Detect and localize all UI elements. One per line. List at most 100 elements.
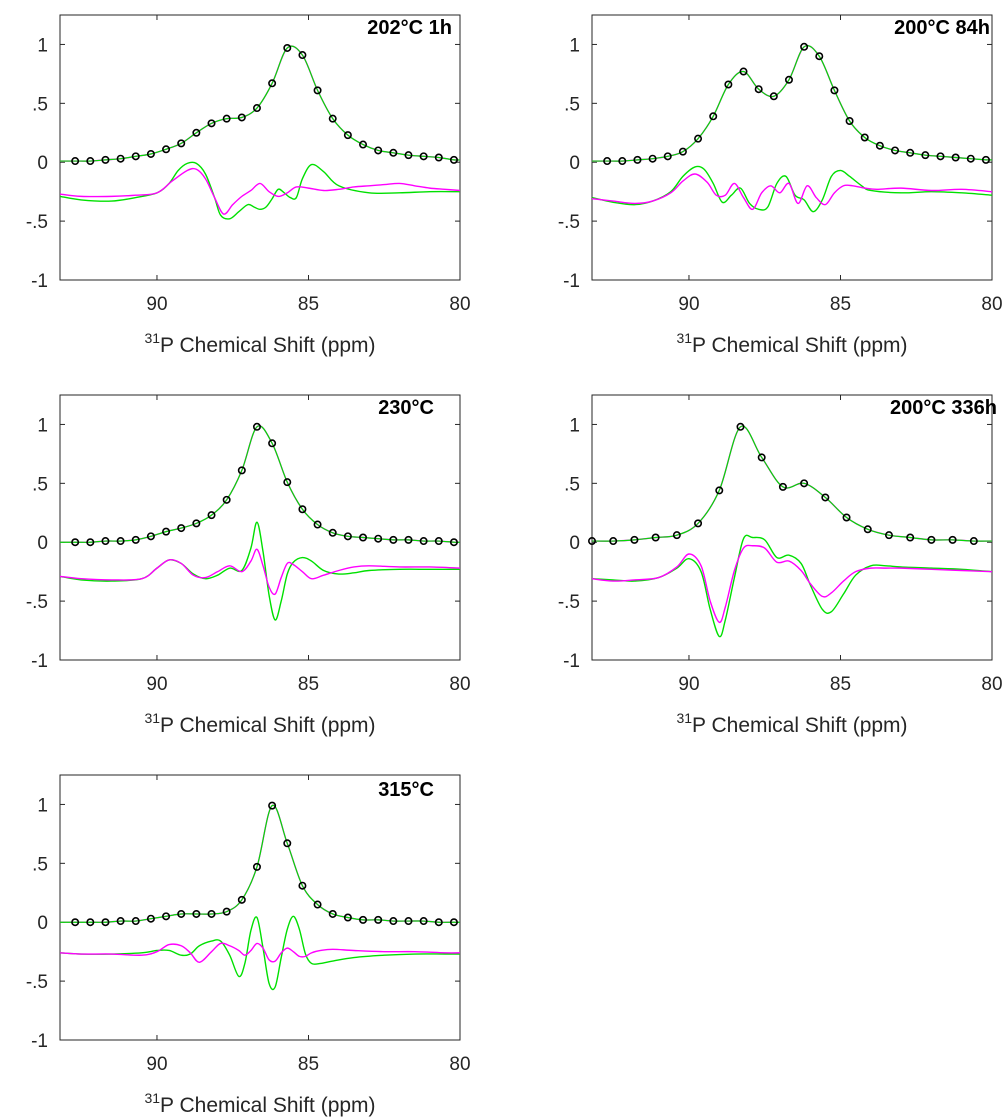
data-point [891,146,900,155]
panel-200c-84h: -1 -.5 0 .5 1 90 85 80 200°C 84h 31P Chemical S… [558,14,1003,357]
axes-frame [591,14,993,281]
panel-200c-336h: -1 -.5 0 .5 1 90 85 80 200°C 336h 31P Chemical … [558,394,1003,737]
data-point [651,533,660,542]
data-point [936,152,945,161]
spectrum-fit-green [592,44,992,162]
data-point [283,839,292,848]
plot-lines [592,425,992,638]
data-point [101,918,110,927]
data-point [146,149,155,158]
data-point [860,133,869,142]
x-axis-label: 31P Chemical Shift (ppm) [144,1090,375,1117]
data-point [268,439,277,448]
data-point [951,153,960,162]
data-point [116,917,125,926]
data-point [252,862,261,871]
data-point [630,535,639,544]
panel-title: 202°C 1h [367,17,452,39]
x-axis-label-superscript: 31 [676,710,692,726]
data-point [389,148,398,157]
data-point [757,453,766,462]
data-point [419,537,428,546]
spectrum-fit-green [60,45,460,162]
data-point [101,155,110,164]
data-point [313,520,322,529]
y-tick-label: -1 [31,271,48,292]
y-tick-label: -.5 [558,212,580,233]
data-point [71,157,80,166]
data-point [252,104,261,113]
data-point [842,513,851,522]
x-tick-label: 80 [981,294,1002,315]
data-point [709,112,718,121]
data-point [313,86,322,95]
plot-area: -1 -.5 0 .5 1 90 85 80 [558,14,1003,315]
data-point [328,114,337,123]
data-point [131,917,140,926]
data-point [449,918,458,927]
x-axis-label-text: P Chemical Shift (ppm) [692,714,908,737]
data-point [694,134,703,143]
data-point [830,86,839,95]
data-point [313,900,322,909]
x-axis-label: 31P Chemical Shift (ppm) [144,330,375,357]
data-point [927,535,936,544]
data-point [192,128,201,137]
data-point [298,881,307,890]
x-axis-label-superscript: 31 [676,330,692,346]
data-point [116,537,125,546]
data-point [648,154,657,163]
data-point [800,42,809,51]
data-point [252,422,261,431]
data-point [633,155,642,164]
data-point [359,915,368,924]
x-tick-label: 90 [678,674,699,695]
data-point [343,532,352,541]
axes-frame [59,774,461,1041]
residual-line-magenta [60,167,460,215]
x-tick-label: 85 [830,674,851,695]
data-point [162,527,171,536]
data-point [374,146,383,155]
data-point [86,918,95,927]
x-axis-label-superscript: 31 [144,330,160,346]
panel-202c-1h: -1 -.5 0 .5 1 90 85 80 202°C 1h 31P Chemical Sh… [26,14,471,357]
data-point [609,537,618,546]
data-point [739,67,748,76]
data-point [222,907,231,916]
data-point [374,915,383,924]
data-point [815,52,824,61]
data-point [131,152,140,161]
x-axis-label-text: P Chemical Shift (ppm) [160,334,376,357]
data-point [694,519,703,528]
x-tick-label: 85 [298,674,319,695]
residual-line-magenta [592,173,992,211]
y-tick-label: .5 [564,94,580,115]
panel-title: 315°C [378,779,434,801]
data-point [821,493,830,502]
y-tick-label: 0 [569,533,580,554]
data-point [404,535,413,544]
data-point [146,914,155,923]
data-point [906,533,915,542]
residual-line-green [60,915,460,991]
x-tick-label: 85 [298,1054,319,1075]
data-point [587,537,596,546]
data-point [146,532,155,541]
data-point [192,909,201,918]
panel-title: 230°C [378,397,434,419]
x-tick-label: 80 [449,294,470,315]
residual-line-magenta [592,544,992,624]
y-tick-label: 0 [37,913,48,934]
panel-title: 200°C 336h [890,397,997,419]
plot-area: -1 -.5 0 .5 1 90 85 80 [26,14,471,315]
axes-frame [59,394,461,661]
data-point [192,519,201,528]
y-tick-label: -1 [563,271,580,292]
x-axis-label-text: P Chemical Shift (ppm) [160,714,376,737]
data-point [449,538,458,547]
data-point [237,113,246,122]
data-point [603,157,612,166]
data-point [921,151,930,160]
